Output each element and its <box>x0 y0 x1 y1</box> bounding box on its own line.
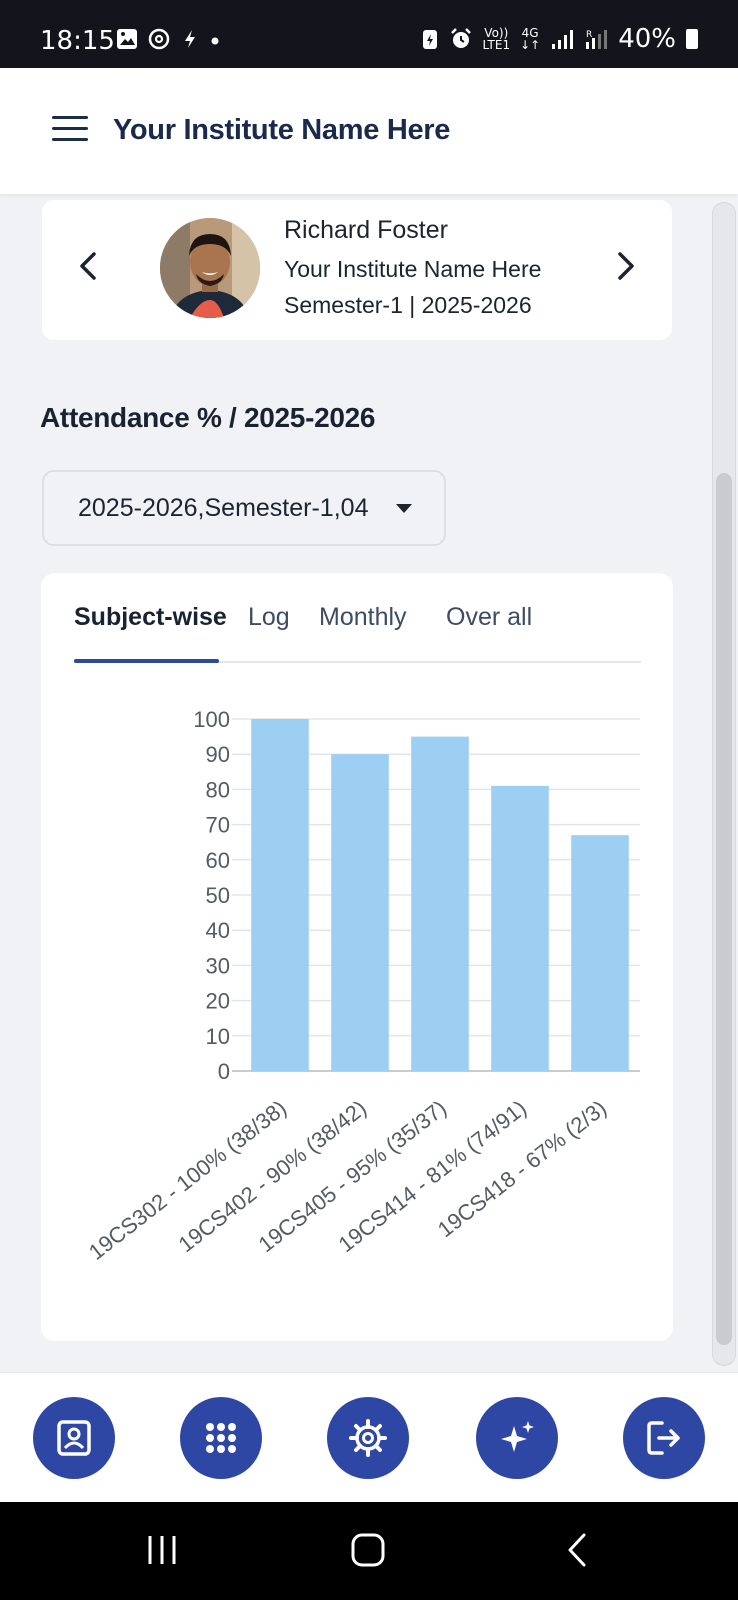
dot-icon <box>211 37 219 45</box>
scrollbar[interactable] <box>712 202 736 1366</box>
volte-label: Vo)) <box>484 26 509 40</box>
recent-apps-icon[interactable] <box>144 1532 180 1568</box>
active-tab-indicator <box>74 659 219 663</box>
battery-percent: 40% <box>618 24 676 54</box>
network-indicator: 4G ↓↑ <box>520 26 541 52</box>
sparkles-icon <box>501 1421 534 1452</box>
battery-saver-icon <box>422 30 437 49</box>
chart-bar[interactable] <box>571 835 629 1071</box>
alarm-icon <box>450 28 471 48</box>
attendance-chart-card: Subject-wise Log Monthly Over all 0 10 20 3… <box>41 573 673 1341</box>
caret-down-icon <box>396 504 412 513</box>
attendance-section-title: Attendance % / 2025-2026 <box>40 402 376 433</box>
y-tick-label: 0 <box>218 1059 230 1084</box>
student-profile-card: Richard Foster Your Institute Name Here … <box>42 200 672 340</box>
status-notification-icons <box>116 28 220 50</box>
home-icon[interactable] <box>350 1532 386 1568</box>
y-tick-label: 20 <box>206 989 230 1014</box>
volte-indicator: Vo)) LTE1 <box>483 27 511 51</box>
chevron-right-icon[interactable] <box>610 246 640 286</box>
chart-bar[interactable] <box>251 719 309 1071</box>
status-time: 18:15 <box>40 26 115 56</box>
y-tick-label: 10 <box>206 1024 230 1049</box>
y-tick-label: 30 <box>206 953 230 978</box>
apps-grid-icon <box>206 1423 236 1453</box>
settings-gear-icon <box>349 1419 387 1457</box>
y-tick-label: 90 <box>206 742 230 767</box>
status-bar: 18:15 Vo)) LTE1 4G ↓↑ R 40% <box>0 0 738 68</box>
chart-bar[interactable] <box>491 785 549 1071</box>
chart-bar[interactable] <box>411 736 469 1071</box>
nav-profile-button[interactable] <box>33 1397 115 1479</box>
y-tick-label: 40 <box>206 918 230 943</box>
tab-log[interactable]: Log <box>248 603 290 631</box>
tab-subject-wise[interactable]: Subject-wise <box>74 603 227 631</box>
tab-over-all[interactable]: Over all <box>446 603 533 631</box>
hamburger-menu-icon[interactable] <box>52 116 88 144</box>
tab-monthly[interactable]: Monthly <box>319 603 407 631</box>
bolt-app-icon <box>185 30 195 48</box>
lte-label: LTE1 <box>482 38 511 52</box>
nav-logout-button[interactable] <box>623 1397 705 1479</box>
app-bar: Your Institute Name Here <box>0 68 738 194</box>
student-semester: Semester-1 | 2025-2026 <box>284 292 532 318</box>
svg-text:R: R <box>586 30 592 40</box>
nav-sparkles-button[interactable] <box>476 1397 558 1479</box>
semester-select[interactable]: 2025-2026,Semester-1,04 <box>42 470 446 546</box>
signal-icon <box>552 30 574 49</box>
attendance-tabs: Subject-wise Log Monthly Over all <box>74 603 641 663</box>
student-institute: Your Institute Name Here <box>284 256 542 282</box>
scrollbar-thumb[interactable] <box>716 473 732 1345</box>
back-icon[interactable] <box>560 1532 596 1568</box>
status-system-icons: Vo)) LTE1 4G ↓↑ R 40% <box>421 24 698 54</box>
y-tick-label: 60 <box>206 848 230 873</box>
semester-select-value: 2025-2026,Semester-1,04 <box>78 494 369 522</box>
threads-icon <box>148 28 170 50</box>
logout-icon <box>647 1421 680 1455</box>
gallery-icon <box>117 29 137 49</box>
avatar <box>160 218 260 318</box>
battery-icon <box>686 29 698 49</box>
nav-apps-button[interactable] <box>180 1397 262 1479</box>
nav-settings-button[interactable] <box>327 1397 409 1479</box>
signal-roaming-icon: R <box>586 30 608 49</box>
network-type-label: 4G <box>521 26 539 40</box>
chevron-left-icon[interactable] <box>74 246 104 286</box>
profile-icon <box>57 1420 91 1456</box>
app-title: Your Institute Name Here <box>113 114 451 146</box>
y-tick-label: 70 <box>206 813 230 838</box>
chart-bar[interactable] <box>331 754 389 1071</box>
bottom-navigation <box>0 1372 738 1502</box>
student-name: Richard Foster <box>284 216 448 244</box>
y-tick-label: 50 <box>206 883 230 908</box>
y-tick-label: 100 <box>193 707 230 732</box>
system-navigation-bar <box>0 1502 738 1600</box>
y-tick-label: 80 <box>206 777 230 802</box>
